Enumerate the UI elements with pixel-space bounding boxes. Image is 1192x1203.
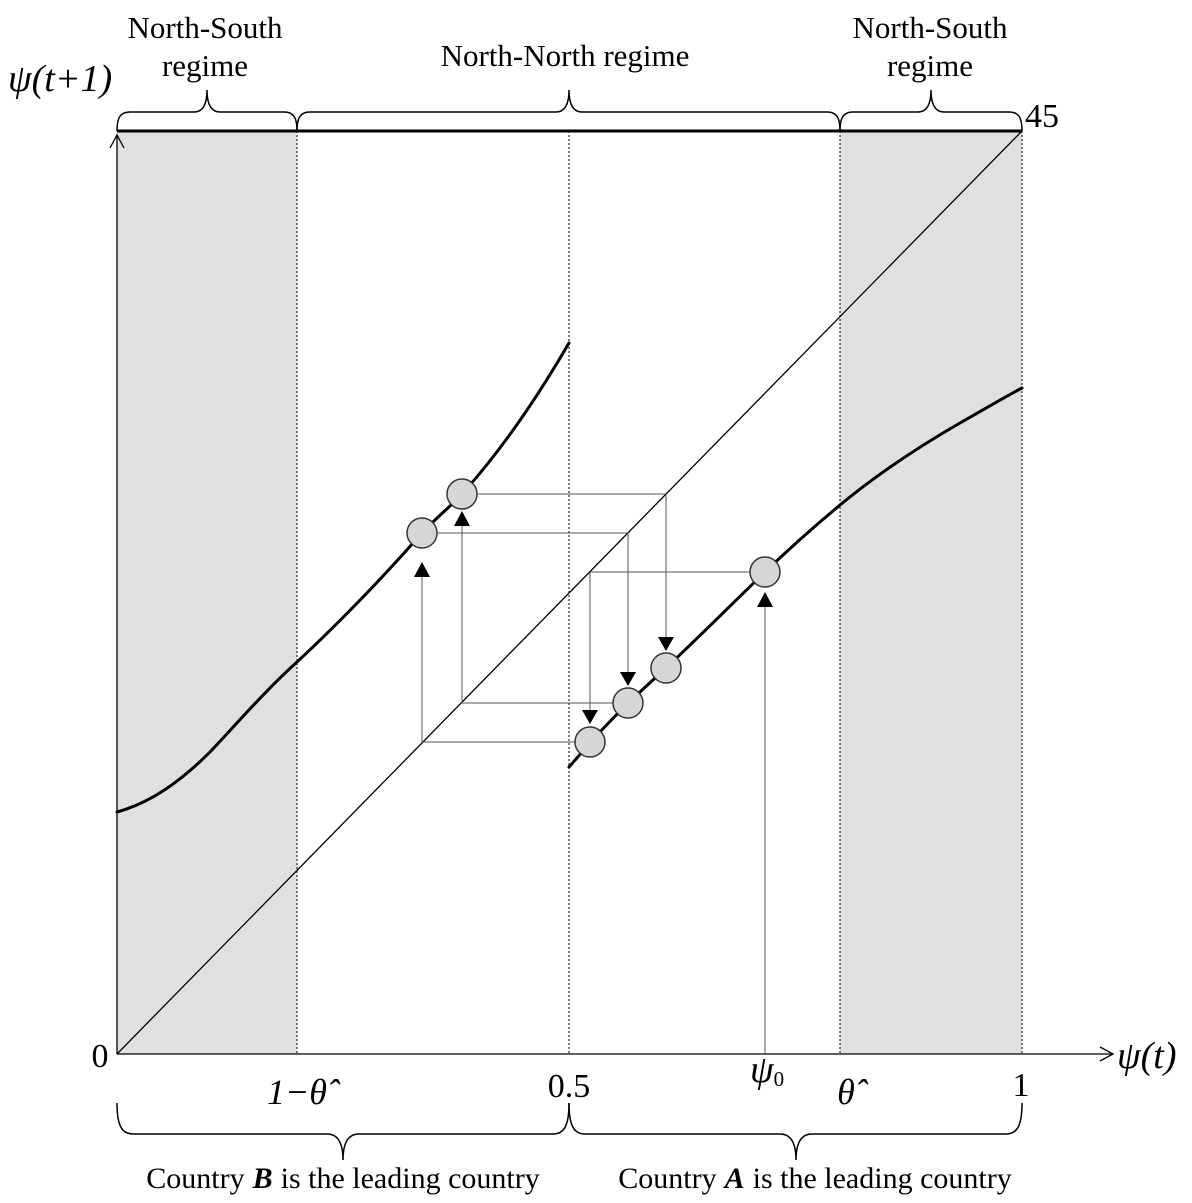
regime-label-left-line1: North-South [128, 10, 284, 45]
state-marker-step-1 [574, 726, 606, 758]
regime-label-right-line2: regime [887, 48, 973, 83]
state-marker-step-5 [650, 652, 682, 684]
arrow-up-icon [414, 562, 430, 577]
dynamics-curve-right-branch [567, 386, 1024, 769]
trajectory-markers [406, 478, 781, 758]
x-axis-label: ψ(t) [1117, 1035, 1176, 1077]
tick-psi-zero: ψ0 [750, 1049, 784, 1091]
country-letter-a: A [723, 1162, 745, 1195]
psi-zero-subscript: 0 [774, 1067, 785, 1091]
north-south-region-left [117, 131, 297, 1054]
regime-label-left-line2: regime [162, 48, 248, 83]
brace-north-south-left [116, 89, 298, 132]
forty-five-degree-label: 45 [1025, 98, 1059, 135]
origin-label: 0 [92, 1038, 109, 1075]
state-marker-initial [749, 556, 781, 588]
y-axis [109, 133, 125, 1054]
psi-zero-symbol: ψ [750, 1049, 775, 1091]
arrow-up-icon [757, 592, 773, 607]
y-axis-label: ψ(t+1) [8, 58, 112, 100]
forty-five-degree-line [116, 130, 1023, 1055]
brace-north-north [296, 89, 841, 132]
caption-suffix: is the leading country [753, 1162, 1012, 1195]
caption-prefix: Country [618, 1162, 716, 1195]
country-letter-b: B [252, 1162, 273, 1195]
caption-prefix: Country [146, 1162, 244, 1195]
tick-one: 1 [1013, 1067, 1030, 1104]
arrow-down-icon [620, 672, 636, 686]
brace-country-b [116, 1102, 570, 1161]
state-marker-step-4 [446, 478, 478, 510]
regime-label-right-line1: North-South [853, 10, 1009, 45]
brace-country-a [568, 1102, 1023, 1161]
caption-suffix: is the leading country [281, 1162, 540, 1195]
regime-label-middle: North-North regime [441, 38, 690, 73]
arrow-down-icon [582, 710, 598, 724]
x-axis-arrowhead [1099, 1046, 1115, 1062]
arrow-up-icon [454, 511, 470, 526]
dynamics-curve-left-branch [115, 341, 571, 814]
arrow-down-icon [658, 637, 674, 651]
tick-half: 0.5 [548, 1068, 591, 1105]
tick-theta-hat: θ̂ [837, 1072, 869, 1112]
cobweb-path [421, 493, 766, 1054]
x-axis [117, 1046, 1115, 1062]
state-marker-step-2 [406, 517, 438, 549]
tick-one-minus-theta-hat: 1−θ̂ [267, 1072, 341, 1112]
y-axis-arrowhead [109, 133, 125, 149]
north-south-region-right [840, 131, 1022, 1054]
brace-north-south-right [839, 89, 1023, 132]
direction-arrows [414, 511, 773, 724]
state-marker-step-3 [612, 687, 644, 719]
